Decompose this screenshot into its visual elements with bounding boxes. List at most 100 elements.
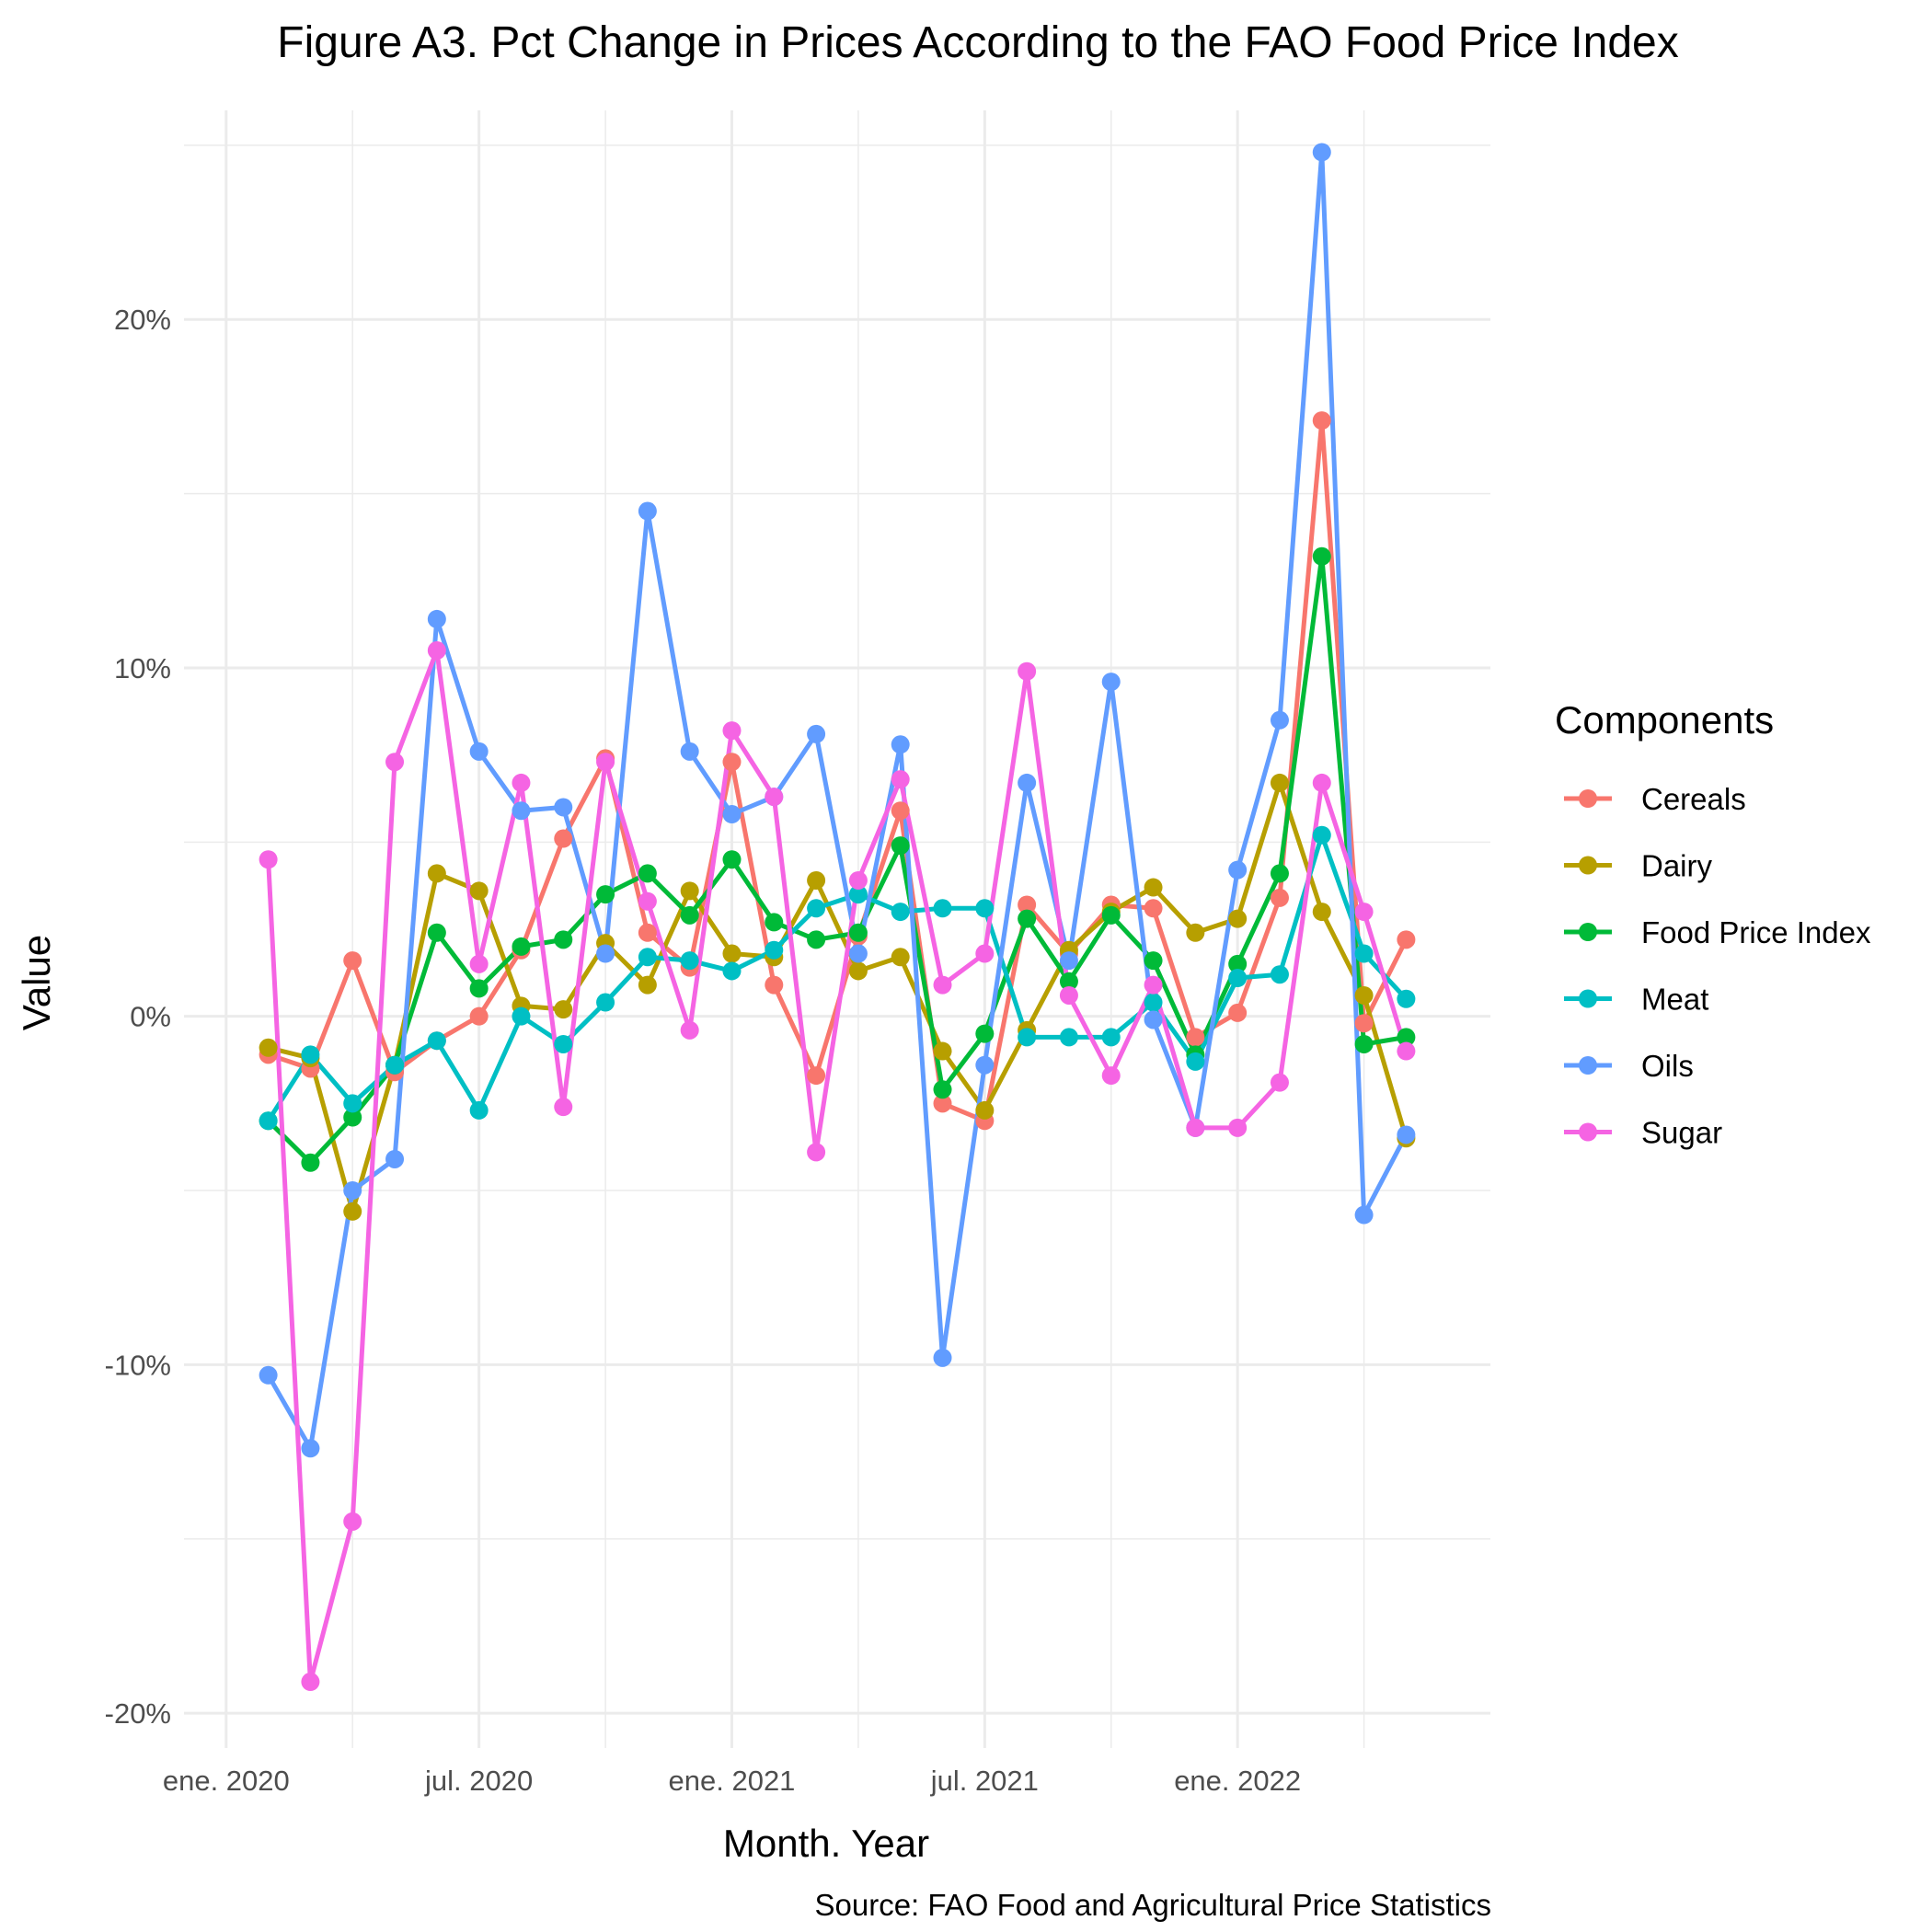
data-point-cereals [1397, 930, 1416, 949]
data-point-oils [722, 805, 742, 824]
data-point-dairy [1186, 923, 1205, 942]
data-point-sugar [1397, 1041, 1416, 1061]
data-point-sugar [596, 753, 615, 772]
legend-label: Meat [1641, 983, 1708, 1017]
legend-label: Oils [1641, 1049, 1694, 1083]
data-point-meat [638, 948, 657, 967]
data-point-meat [1059, 1028, 1078, 1047]
data-point-food-price-index [469, 979, 489, 998]
data-point-food-price-index [1059, 972, 1078, 991]
data-point-cereals [638, 923, 657, 942]
legend-item-food-price-index: Food Price Index [1564, 915, 1871, 949]
data-point-oils [891, 735, 910, 754]
data-point-food-price-index [1228, 954, 1248, 973]
data-point-oils [1312, 143, 1331, 162]
data-point-dairy [807, 870, 826, 890]
data-point-sugar [343, 1512, 362, 1531]
y-tick-label: 10% [114, 652, 171, 684]
data-point-food-price-index [680, 905, 699, 925]
legend-key-point [1579, 989, 1597, 1008]
data-point-oils [427, 609, 446, 628]
legend-item-cereals: Cereals [1564, 782, 1746, 816]
data-point-meat [891, 903, 910, 922]
chart-title: Figure A3. Pct Change in Prices Accordin… [277, 18, 1678, 67]
data-point-oils [1354, 1205, 1374, 1225]
data-point-food-price-index [1270, 864, 1289, 883]
chart-caption: Source: FAO Food and Agricultural Price … [815, 1888, 1492, 1922]
y-axis-title: Value [15, 935, 58, 1030]
series-line-sugar [266, 648, 1409, 1685]
data-point-meat [554, 1034, 573, 1053]
data-point-dairy [1144, 878, 1163, 897]
y-tick-label: -10% [105, 1349, 171, 1381]
data-point-dairy [638, 975, 657, 995]
data-point-dairy [1312, 903, 1331, 922]
data-point-cereals [343, 951, 362, 971]
data-point-sugar [722, 721, 742, 741]
legend-item-sugar: Sugar [1564, 1116, 1722, 1150]
data-point-cereals [891, 801, 910, 821]
data-point-oils [680, 742, 699, 761]
legend: Components Cereals Dairy Food Price Index M… [1555, 698, 1871, 1150]
legend-item-dairy: Dairy [1564, 849, 1713, 883]
data-point-meat [807, 899, 826, 918]
data-point-meat [427, 1031, 446, 1051]
data-point-meat [1354, 944, 1374, 963]
data-point-meat [1270, 965, 1289, 984]
data-point-oils [469, 742, 489, 761]
legend-key-point [1579, 1056, 1597, 1075]
x-axis-title: Month. Year [723, 1822, 929, 1865]
data-point-sugar [469, 954, 489, 973]
data-point-meat [259, 1111, 278, 1131]
x-tick-label: ene. 2022 [1174, 1765, 1301, 1797]
legend-title: Components [1555, 698, 1774, 742]
data-point-meat [1101, 1028, 1121, 1047]
y-tick-label: 0% [130, 1001, 171, 1033]
data-point-cereals [1354, 1014, 1374, 1033]
data-point-sugar [680, 1020, 699, 1040]
x-tick-label: ene. 2020 [163, 1765, 290, 1797]
data-point-dairy [1354, 985, 1374, 1005]
data-point-meat [385, 1055, 405, 1075]
data-point-dairy [891, 948, 910, 967]
data-point-sugar [1270, 1073, 1289, 1092]
data-point-oils [848, 944, 868, 963]
data-point-oils [638, 501, 657, 521]
data-point-meat [301, 1045, 320, 1064]
data-point-oils [512, 801, 531, 821]
series-lines [266, 149, 1409, 1685]
data-point-oils [1397, 1125, 1416, 1144]
data-point-sugar [807, 1143, 826, 1162]
data-point-food-price-index [1018, 909, 1037, 928]
data-point-sugar [975, 944, 995, 963]
data-point-meat [848, 885, 868, 904]
series-line-oils [266, 149, 1409, 1451]
data-point-sugar [512, 773, 531, 792]
data-point-dairy [722, 944, 742, 963]
data-point-meat [1397, 989, 1416, 1008]
data-point-oils [975, 1055, 995, 1075]
data-point-oils [1228, 860, 1248, 880]
data-point-cereals [1228, 1003, 1248, 1022]
data-point-sugar [1144, 975, 1163, 995]
data-point-meat [722, 961, 742, 981]
data-point-oils [596, 944, 615, 963]
legend-label: Dairy [1641, 849, 1713, 883]
legend-label: Cereals [1641, 782, 1746, 816]
data-point-food-price-index [975, 1024, 995, 1043]
data-point-oils [385, 1149, 405, 1168]
legend-key-point [1579, 789, 1597, 808]
data-point-food-price-index [638, 864, 657, 883]
data-point-sugar [1354, 903, 1374, 922]
data-point-dairy [343, 1202, 362, 1221]
data-point-meat [765, 940, 784, 960]
legend-item-oils: Oils [1564, 1049, 1694, 1083]
y-axis-ticks: -20% -10% 0% 10% 20% [105, 304, 171, 1730]
data-point-sugar [1018, 661, 1037, 681]
data-point-food-price-index [722, 850, 742, 869]
data-point-sugar [259, 850, 278, 869]
x-tick-label: jul. 2021 [930, 1765, 1039, 1797]
data-point-sugar [1312, 773, 1331, 792]
data-point-meat [1018, 1028, 1037, 1047]
data-point-meat [1144, 993, 1163, 1012]
